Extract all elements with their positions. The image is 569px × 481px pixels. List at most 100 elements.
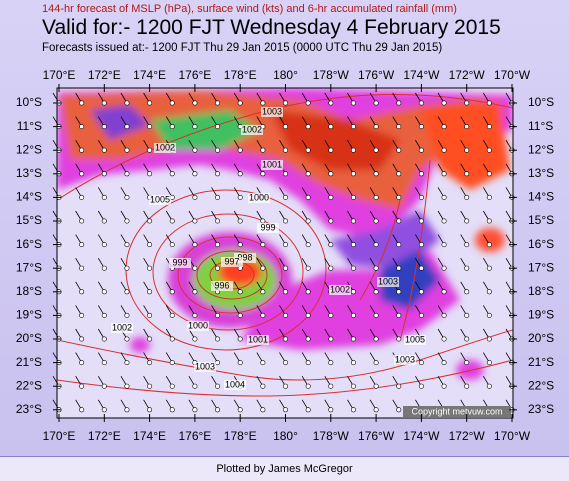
station	[215, 383, 221, 389]
isobar-label-bg	[248, 193, 270, 203]
station	[101, 124, 107, 130]
station	[282, 289, 288, 295]
isobar-label-bg	[224, 380, 246, 390]
lon-label: 170°W	[494, 68, 531, 82]
lat-label: 19°S	[16, 308, 42, 322]
station	[464, 242, 470, 248]
station	[396, 171, 402, 177]
lat-label: 13°S	[528, 166, 554, 180]
station	[464, 312, 470, 318]
station	[396, 289, 402, 295]
station	[169, 289, 175, 295]
lat-label: 16°S	[528, 237, 554, 251]
isobar-label-bg	[394, 355, 416, 365]
station	[215, 312, 221, 318]
station	[464, 124, 470, 130]
station	[441, 147, 447, 153]
station	[101, 242, 107, 248]
station	[282, 147, 288, 153]
station	[215, 194, 221, 200]
station	[147, 242, 153, 248]
isobar-label-bg	[329, 285, 351, 295]
lat-label: 23°S	[16, 402, 42, 416]
station	[486, 194, 492, 200]
station	[464, 171, 470, 177]
station	[237, 360, 243, 366]
station	[101, 218, 107, 224]
station	[147, 171, 153, 177]
station	[282, 124, 288, 130]
station	[441, 100, 447, 106]
station	[373, 100, 379, 106]
station	[305, 218, 311, 224]
lon-label: 174°W	[403, 68, 440, 82]
station	[328, 194, 334, 200]
lat-label: 23°S	[528, 402, 554, 416]
station	[282, 407, 288, 413]
station	[237, 171, 243, 177]
lon-label: 178°W	[313, 68, 350, 82]
station	[373, 265, 379, 271]
isobar-label: 1000	[249, 192, 269, 202]
station	[147, 336, 153, 342]
isobar-label-bg	[211, 281, 233, 291]
station	[79, 383, 85, 389]
station	[79, 171, 85, 177]
station	[124, 218, 130, 224]
isobar-label: 1001	[262, 159, 282, 169]
station	[464, 383, 470, 389]
station	[101, 360, 107, 366]
station	[328, 312, 334, 318]
station	[260, 312, 266, 318]
isobar-label: 1003	[378, 276, 398, 286]
station	[101, 312, 107, 318]
station	[147, 289, 153, 295]
station	[328, 218, 334, 224]
station	[124, 383, 130, 389]
station	[215, 242, 221, 248]
station	[486, 218, 492, 224]
station	[418, 147, 424, 153]
station	[192, 383, 198, 389]
lat-label: 11°S	[528, 119, 553, 133]
station	[237, 100, 243, 106]
station	[147, 265, 153, 271]
station	[418, 289, 424, 295]
station	[328, 242, 334, 248]
station	[147, 218, 153, 224]
lat-label: 22°S	[16, 378, 42, 392]
station	[350, 407, 356, 413]
station	[124, 336, 130, 342]
station	[328, 100, 334, 106]
lat-label: 20°S	[16, 331, 42, 345]
station	[79, 242, 85, 248]
station	[396, 100, 402, 106]
station	[373, 124, 379, 130]
station	[396, 242, 402, 248]
station	[350, 265, 356, 271]
station	[441, 194, 447, 200]
lon-label: 176°E	[178, 68, 211, 82]
station	[169, 218, 175, 224]
station	[486, 100, 492, 106]
station	[328, 383, 334, 389]
isobar-label-bg	[221, 257, 243, 267]
station	[237, 312, 243, 318]
station	[79, 360, 85, 366]
isobar-label-bg	[149, 195, 171, 205]
isobar-label: 999	[172, 257, 187, 267]
isobar-label-bg	[404, 335, 426, 345]
station	[305, 312, 311, 318]
isobar-label-bg	[194, 362, 216, 372]
station	[396, 312, 402, 318]
station	[418, 124, 424, 130]
isobar-label-bg	[169, 258, 191, 268]
station	[192, 147, 198, 153]
station	[124, 360, 130, 366]
station	[305, 360, 311, 366]
station	[282, 171, 288, 177]
station	[124, 242, 130, 248]
station	[79, 124, 85, 130]
station	[237, 336, 243, 342]
